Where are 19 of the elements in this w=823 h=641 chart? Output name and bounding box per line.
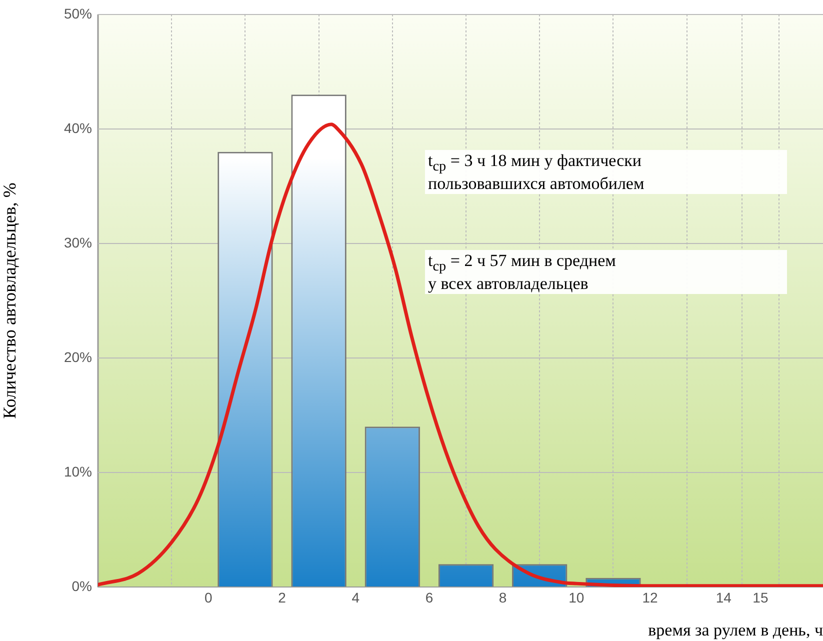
x-tick-label: 10: [568, 589, 584, 606]
y-tick-label: 20%: [64, 348, 92, 365]
y-tick-label: 10%: [64, 463, 92, 480]
y-axis-title: Количество автовладельцев, %: [0, 182, 20, 419]
x-tick-label: 14: [716, 589, 732, 606]
note-box: t$_{ср}$ = 3 ч 18 мин у фактически пользовавшихся автомобилем: [425, 150, 787, 194]
x-tick-label: 0: [204, 589, 213, 606]
x-tick-label: 12: [642, 589, 658, 606]
y-tick-label: 40%: [64, 120, 92, 136]
x-tick-label: 4: [352, 589, 360, 606]
y-tick-label: 0%: [72, 578, 92, 594]
x-axis-title: время за рулем в день, ч: [648, 620, 823, 640]
note-box: t$_{ср}$ = 2 ч 57 мин в среднем у всех автовладельцев: [425, 250, 787, 294]
x-tick-label: 15: [752, 589, 768, 606]
y-tick-label: 30%: [64, 234, 92, 250]
y-tick-label: 50%: [64, 5, 92, 22]
x-tick-label: 2: [278, 589, 286, 606]
x-tick-label: 6: [425, 589, 434, 606]
x-tick-label: 8: [498, 589, 507, 606]
